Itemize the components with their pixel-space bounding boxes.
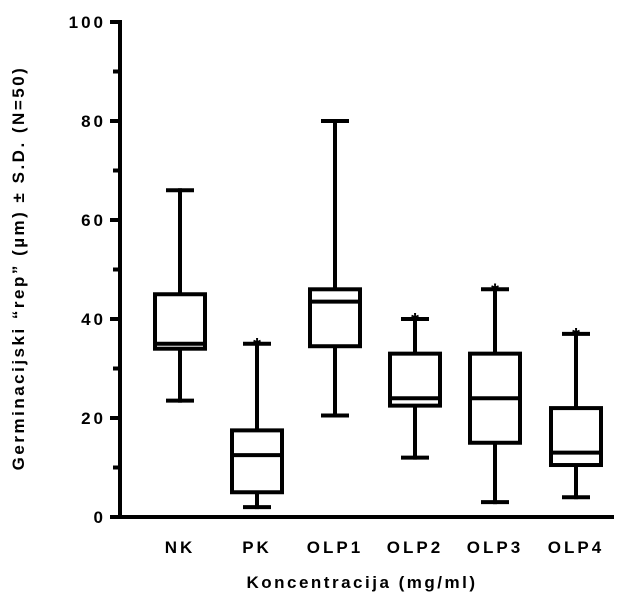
x-tick-label: OLP3 [467,538,523,557]
box-olp4: * [549,325,603,500]
iqr-box [153,292,207,351]
box-olp3: * [468,280,522,505]
y-tick-label: 40 [81,310,106,329]
box-olp2: * [388,310,442,460]
iqr-box [308,287,362,349]
significance-asterisk: * [411,310,419,332]
box-nk [153,188,207,403]
x-tick-label: OLP1 [307,538,363,557]
x-tick-label: PK [242,538,272,557]
significance-asterisk: * [572,325,580,347]
x-tick-label: NK [165,538,196,557]
y-tick-label: 100 [69,13,106,32]
box-olp1 [308,119,362,418]
x-tick-labels: NK PK OLP1 OLP2 OLP3 OLP4 [165,538,604,557]
x-tick-label: OLP4 [548,538,604,557]
significance-asterisk: * [491,280,499,302]
y-tick-label: 60 [81,211,106,230]
y-tick-label: 80 [81,112,106,131]
y-tick-label: 20 [81,409,106,428]
y-tick-label: 0 [94,508,106,527]
iqr-box [549,406,603,468]
iqr-box [230,428,284,495]
axes: 0 20 40 60 80 100 [69,13,614,527]
x-axis-title: Koncentracija (mg/ml) [246,573,477,592]
significance-asterisk: * [253,335,261,357]
box-pk: * [230,335,284,510]
box-series: * * * * [153,119,603,510]
x-tick-label: OLP2 [387,538,443,557]
y-axis-title: Germinacijski “rep” (µm) ± S.D. (N=50) [9,66,28,471]
